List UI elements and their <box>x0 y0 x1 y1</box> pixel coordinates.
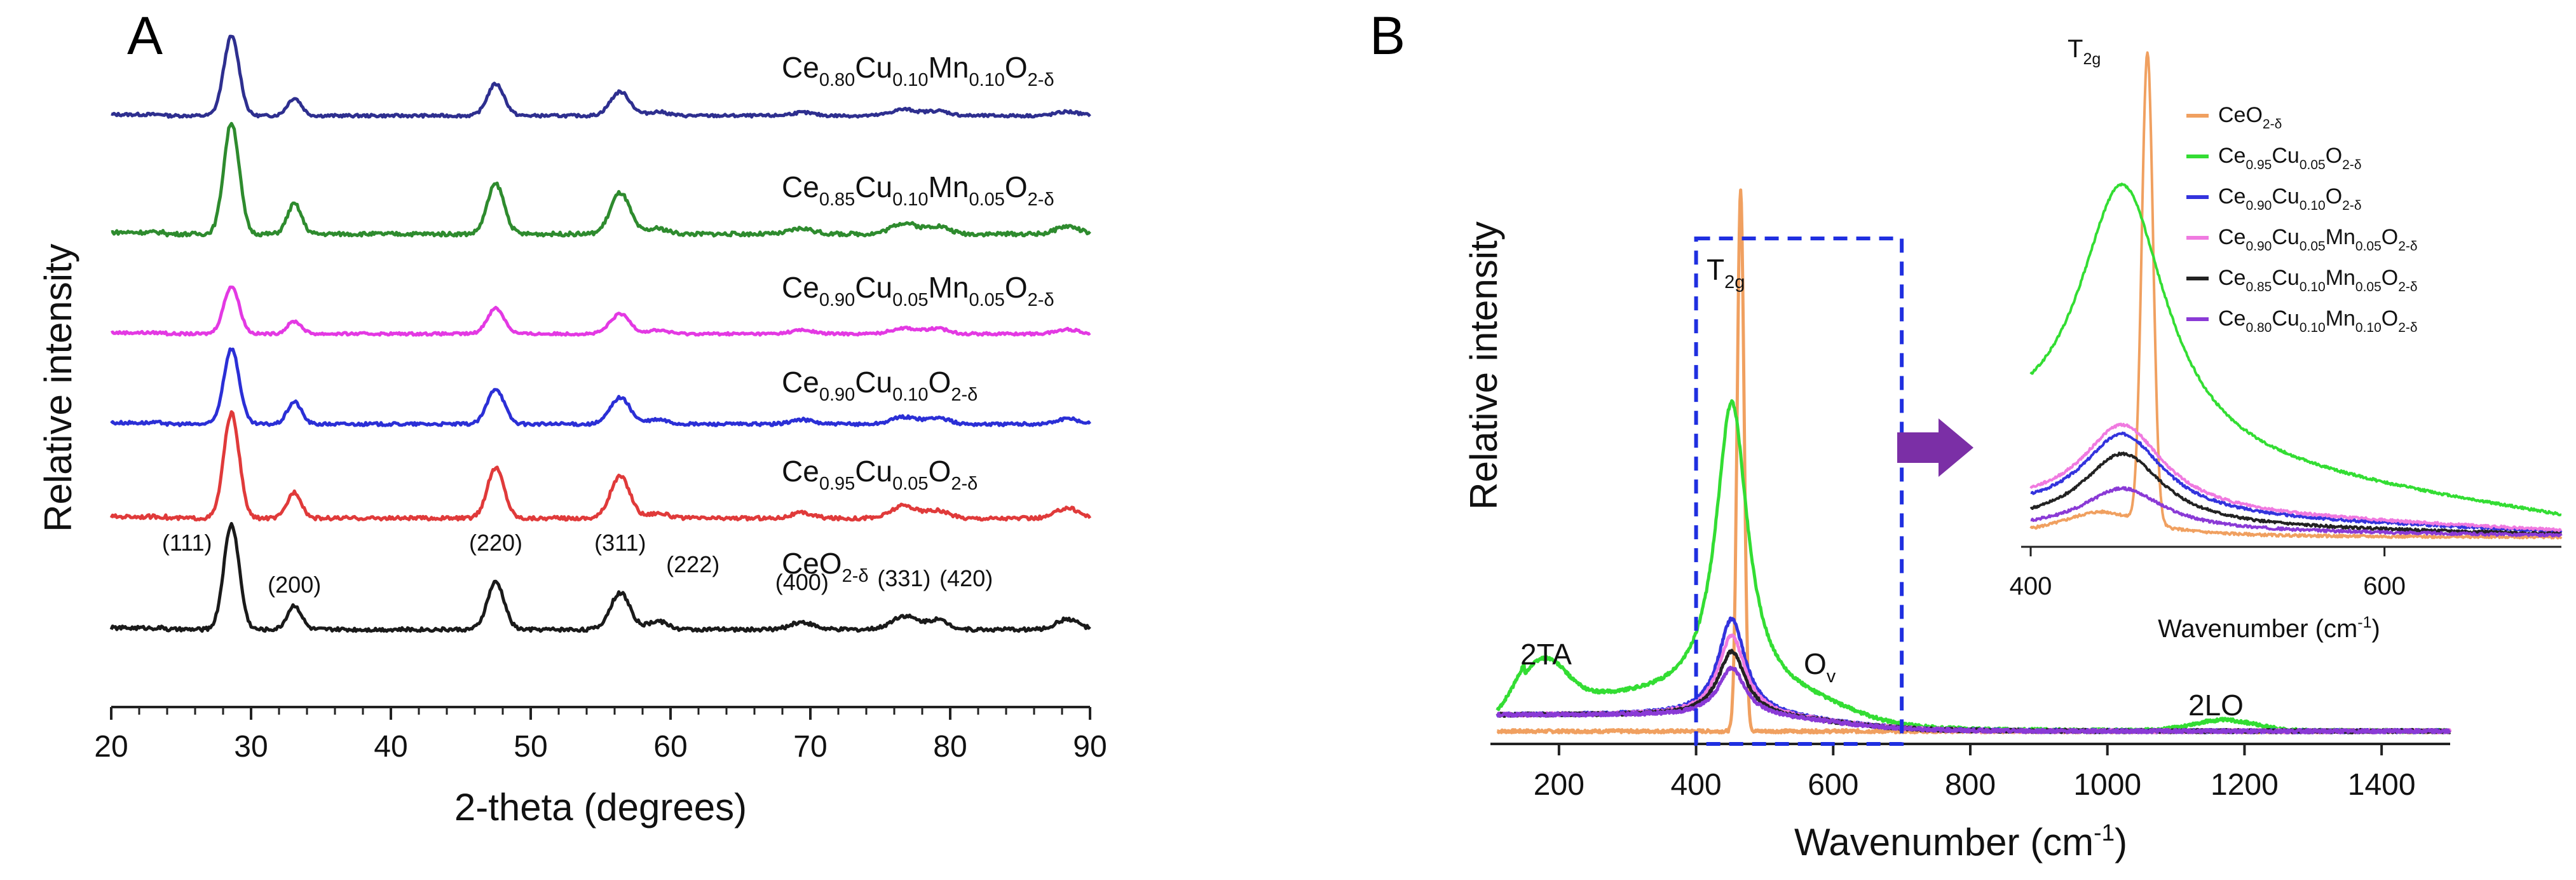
panel-a-x-ticks: 20 30 40 50 60 70 80 90 <box>94 707 1107 764</box>
inset-t2g-label: T2g <box>2068 35 2101 68</box>
xrd-line-cu10 <box>110 347 1091 427</box>
zoom-arrow-icon <box>1897 418 1973 477</box>
series-label-ceo2: CeO2-δ <box>782 547 869 586</box>
reflection-label: (331) <box>877 565 930 591</box>
panel-a-series-labels: Ce0.80Cu0.10Mn0.10O2-δ Ce0.85Cu0.10Mn0.05… <box>782 51 1054 586</box>
reflection-label: (220) <box>469 530 522 556</box>
panel-a-reflections: (111) (200) (220) (311) (222) (400) (331) (420) <box>162 530 993 598</box>
reflection-label: (222) <box>666 551 719 577</box>
panel-b-series <box>1496 188 2452 734</box>
x-tick-label: 1200 <box>2211 768 2279 802</box>
x-tick-label: 200 <box>1534 768 1584 802</box>
x-tick-label: 50 <box>514 730 547 764</box>
raman-line-cu05 <box>1496 399 2451 734</box>
inset-line-ceo2 <box>2029 51 2563 540</box>
panel-a-xlabel: 2-theta (degrees) <box>454 786 747 828</box>
inset-line-cemn05b <box>2029 451 2562 537</box>
series-label-cu10: Ce0.90Cu0.10O2-δ <box>782 366 978 405</box>
legend-label-cemn10: Ce0.80Cu0.10Mn0.10O2-δ <box>2218 306 2418 335</box>
x-tick-label: 400 <box>1671 768 1722 802</box>
panel-b-letter: B <box>1370 6 1405 65</box>
ta-label: 2TA <box>1520 638 1572 671</box>
x-tick-label: 90 <box>1073 730 1107 764</box>
panel-b-annotations: T2g 2TA Ov 2LO <box>1520 253 2244 722</box>
x-tick-label: 80 <box>933 730 967 764</box>
t2g-label: T2g <box>1707 253 1745 292</box>
x-tick-label: 40 <box>374 730 407 764</box>
series-label-cu05: Ce0.95Cu0.05O2-δ <box>782 455 978 494</box>
legend-label-cemn05b: Ce0.85Cu0.10Mn0.05O2-δ <box>2218 266 2418 294</box>
legend-label-ceo2: CeO2-δ <box>2218 103 2282 132</box>
reflection-label: (311) <box>594 530 646 556</box>
reflection-label: (200) <box>268 572 321 598</box>
lo-label: 2LO <box>2188 689 2244 722</box>
x-tick-label: 600 <box>1808 768 1858 802</box>
x-tick-label: 1000 <box>2073 768 2141 802</box>
series-label-cemn10: Ce0.80Cu0.10Mn0.10O2-δ <box>782 51 1054 90</box>
x-tick-label: 20 <box>94 730 128 764</box>
panel-b-inset: 400 600 Wavenumber (cm-1) CeO2-δ Ce0.95Cu0… <box>2010 35 2563 643</box>
xrd-line-cemn10 <box>111 34 1091 119</box>
xrd-line-ceo2 <box>109 521 1091 633</box>
raman-line-cemn10 <box>1496 665 2451 734</box>
xrd-line-cemn05b <box>111 121 1091 238</box>
inset-x-ticks: 400 600 <box>2010 547 2406 600</box>
inset-line-cemn10 <box>2030 486 2563 538</box>
inset-tick-label: 600 <box>2363 572 2406 600</box>
panel-b: B Relative intensity 200 400 600 800 1000 120… <box>1370 6 2563 863</box>
reflection-label: (400) <box>775 569 829 595</box>
x-tick-label: 60 <box>653 730 687 764</box>
reflection-label: (111) <box>162 530 212 556</box>
panel-a-series <box>109 34 1092 633</box>
inset-tick-label: 400 <box>2010 572 2052 600</box>
legend-label-cu05: Ce0.95Cu0.05O2-δ <box>2218 144 2362 172</box>
panel-b-xlabel: Wavenumber (cm-1) <box>1794 820 2127 863</box>
raman-line-cemn05a <box>1496 633 2452 734</box>
raman-line-cemn05b <box>1496 649 2451 734</box>
inset-series <box>2029 51 2563 540</box>
panel-b-zoom-box <box>1694 237 1904 746</box>
legend-label-cemn05a: Ce0.90Cu0.05Mn0.05O2-δ <box>2218 225 2418 254</box>
reflection-label: (420) <box>939 565 993 591</box>
x-tick-label: 800 <box>1945 768 1996 802</box>
xrd-line-cemn05a <box>110 285 1091 337</box>
inset-line-cu05 <box>2029 182 2562 517</box>
panel-b-ylabel: Relative intensity <box>1462 221 1505 510</box>
panel-a-ylabel: Relative intensity <box>37 244 79 532</box>
legend: CeO2-δ Ce0.95Cu0.05O2-δ Ce0.90Cu0.10O2-δ Ce… <box>2186 103 2418 335</box>
panel-a: A Relative intensity 20 30 40 50 60 70 80 90 2-… <box>37 6 1107 828</box>
series-label-cemn05b: Ce0.85Cu0.10Mn0.05O2-δ <box>782 170 1054 210</box>
panel-b-x-ticks: 200 400 600 800 1000 1200 1400 <box>1534 744 2416 802</box>
panel-a-letter: A <box>127 6 163 65</box>
series-label-cemn05a: Ce0.90Cu0.05Mn0.05O2-δ <box>782 271 1054 310</box>
ov-label: Ov <box>1804 647 1836 687</box>
legend-label-cu10: Ce0.90Cu0.10O2-δ <box>2218 184 2362 213</box>
inset-line-cu10 <box>2030 431 2563 533</box>
inset-line-cemn05a <box>2029 422 2562 533</box>
x-tick-label: 70 <box>793 730 827 764</box>
xrd-line-cu05 <box>109 410 1092 522</box>
x-tick-label: 1400 <box>2348 768 2416 802</box>
x-tick-label: 30 <box>234 730 268 764</box>
inset-xlabel: Wavenumber (cm-1) <box>2158 614 2380 643</box>
